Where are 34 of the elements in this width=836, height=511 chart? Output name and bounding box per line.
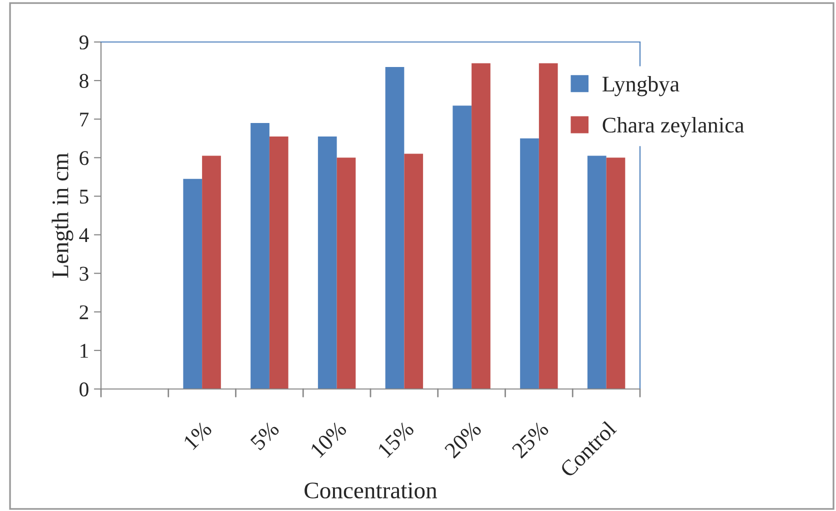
bar [385,67,404,389]
y-tick-label: 1 [80,344,88,358]
y-tick-label: 4 [79,228,89,242]
y-tick-label: 0 [80,382,88,396]
y-axis-title: Length in cm [52,152,74,278]
bar [472,63,490,389]
bar [606,158,626,389]
bar [202,156,221,389]
x-tick-label: 1% [182,420,213,450]
x-tick-label: 20% [444,420,482,459]
bar [269,136,288,389]
x-tick-label: 5% [250,420,280,451]
x-tick-label: 15% [377,420,415,458]
y-tick-label: 8 [80,74,88,88]
bar [404,154,424,389]
bar [452,106,472,389]
bar [587,156,606,389]
bar [520,138,539,389]
legend-label: Lyngbya [602,76,680,96]
y-tick-label: 3 [80,266,88,281]
bar [336,158,356,389]
y-tick-label: 5 [80,190,88,204]
x-tick-label: 10% [310,420,348,458]
bar [250,122,270,389]
bar [183,178,202,389]
x-tick-label: 25% [511,420,550,459]
bar [318,136,337,389]
y-tick-label: 9 [79,35,88,50]
y-tick-label: 2 [80,305,88,320]
x-axis-title: Concentration [304,482,438,498]
bar [538,63,558,389]
y-tick-label: 7 [80,112,89,126]
y-tick-label: 6 [80,151,89,166]
legend-label: Chara zeylanica [602,117,744,138]
